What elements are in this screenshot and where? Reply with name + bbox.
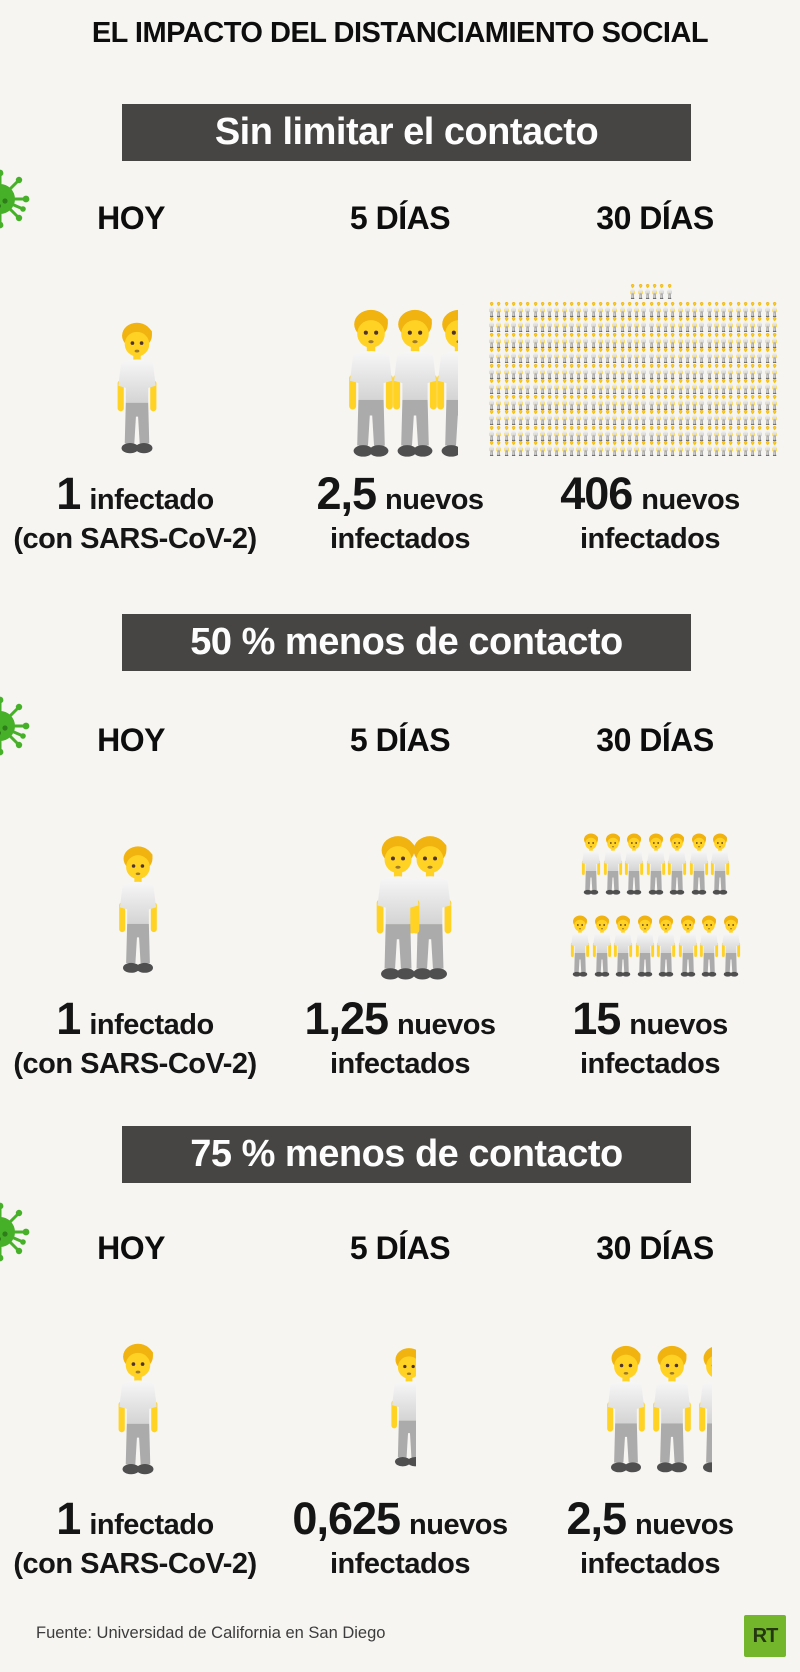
caption-line2: infectados [579, 1048, 721, 1080]
section-banner-50-less: 50 % menos de contacto [122, 614, 691, 671]
caption-line2: (con SARS-CoV-2) [13, 1548, 257, 1580]
caption-0-625-nuevos: 0,625 nuevos infectados [265, 1493, 535, 1581]
caption-line2: infectados [329, 1048, 471, 1080]
caption-value: 15 [572, 993, 621, 1044]
banner-label: Sin limitar el contacto [214, 111, 599, 153]
caption-value: 0,625 [292, 1493, 401, 1544]
page-title: EL IMPACTO DEL DISTANCIAMIENTO SOCIAL [91, 17, 709, 49]
column-header-hoy: HOY [97, 200, 165, 236]
section-banner-no-limit: Sin limitar el contacto [122, 104, 691, 161]
caption-line1: 1 infectado [0, 468, 270, 520]
caption-unit: nuevos [397, 1009, 496, 1041]
caption-line1: 406 nuevos [515, 468, 785, 520]
caption-value: 2,5 [316, 468, 377, 519]
caption-1-25-nuevos: 1,25 nuevos infectados [265, 993, 535, 1081]
caption-line1: 15 nuevos [515, 993, 785, 1045]
figure-people-2-5-new [595, 1335, 712, 1487]
caption-line2: infectados [329, 1548, 471, 1580]
caption-value: 1 [56, 993, 81, 1044]
caption-unit: infectado [89, 1509, 214, 1541]
virus-icon [0, 1200, 32, 1264]
caption-line2: infectados [579, 1548, 721, 1580]
figure-people-1-25-new [362, 835, 466, 985]
figure-people-406-new [488, 284, 778, 457]
caption-unit: nuevos [635, 1509, 734, 1541]
caption-value: 1 [56, 1493, 81, 1544]
caption-line1: 2,5 nuevos [515, 1493, 785, 1545]
column-header-30-dias: 30 DÍAS [596, 722, 714, 758]
column-header-5-dias: 5 DÍAS [349, 200, 451, 236]
column-header-30-dias: 30 DÍAS [596, 200, 714, 236]
caption-406-nuevos: 406 nuevos infectados [515, 468, 785, 556]
caption-line1: 1,25 nuevos [265, 993, 535, 1045]
column-header-5-dias: 5 DÍAS [349, 1230, 451, 1266]
caption-line2: infectados [329, 523, 471, 555]
caption-15-nuevos: 15 nuevos infectados [515, 993, 785, 1081]
column-header-30-dias: 30 DÍAS [596, 1230, 714, 1266]
caption-1-infectado: 1 infectado (con SARS-CoV-2) [0, 993, 270, 1081]
caption-line1: 1 infectado [0, 993, 270, 1045]
section-banner-75-less: 75 % menos de contacto [122, 1126, 691, 1183]
caption-value: 1,25 [304, 993, 389, 1044]
caption-line2: (con SARS-CoV-2) [13, 523, 257, 555]
figure-people-1-infected [105, 315, 169, 465]
caption-line2: infectados [579, 523, 721, 555]
caption-line1: 1 infectado [0, 1493, 270, 1545]
caption-2-5-nuevos: 2,5 nuevos infectados [515, 1493, 785, 1581]
caption-unit: infectado [89, 1009, 214, 1041]
caption-line2: (con SARS-CoV-2) [13, 1048, 257, 1080]
rt-logo-text: RT [752, 1624, 779, 1647]
column-header-hoy: HOY [97, 722, 165, 758]
caption-line1: 0,625 nuevos [265, 1493, 535, 1545]
caption-unit: infectado [89, 484, 214, 516]
banner-label: 75 % menos de contacto [190, 1133, 623, 1175]
caption-line1: 2,5 nuevos [265, 468, 535, 520]
caption-value: 406 [560, 468, 633, 519]
figure-people-0-625-new [380, 1333, 416, 1485]
caption-1-infectado: 1 infectado (con SARS-CoV-2) [0, 1493, 270, 1581]
figure-people-1-infected [106, 1335, 170, 1487]
banner-label: 50 % menos de contacto [190, 621, 623, 663]
caption-unit: nuevos [385, 484, 484, 516]
caption-unit: nuevos [409, 1509, 508, 1541]
column-header-hoy: HOY [97, 1230, 165, 1266]
figure-people-1-infected [107, 838, 169, 985]
virus-icon [0, 694, 32, 758]
figure-people-2-5-new [335, 308, 458, 463]
rt-logo: RT [744, 1615, 786, 1657]
virus-icon [0, 167, 32, 231]
caption-unit: nuevos [641, 484, 740, 516]
caption-2-5-nuevos: 2,5 nuevos infectados [265, 468, 535, 556]
column-header-5-dias: 5 DÍAS [349, 722, 451, 758]
caption-unit: nuevos [629, 1009, 728, 1041]
figure-people-15-new [565, 826, 746, 986]
caption-1-infectado: 1 infectado (con SARS-CoV-2) [0, 468, 270, 556]
source-text: Fuente: Universidad de California en San… [36, 1624, 386, 1642]
caption-value: 2,5 [566, 1493, 627, 1544]
caption-value: 1 [56, 468, 81, 519]
